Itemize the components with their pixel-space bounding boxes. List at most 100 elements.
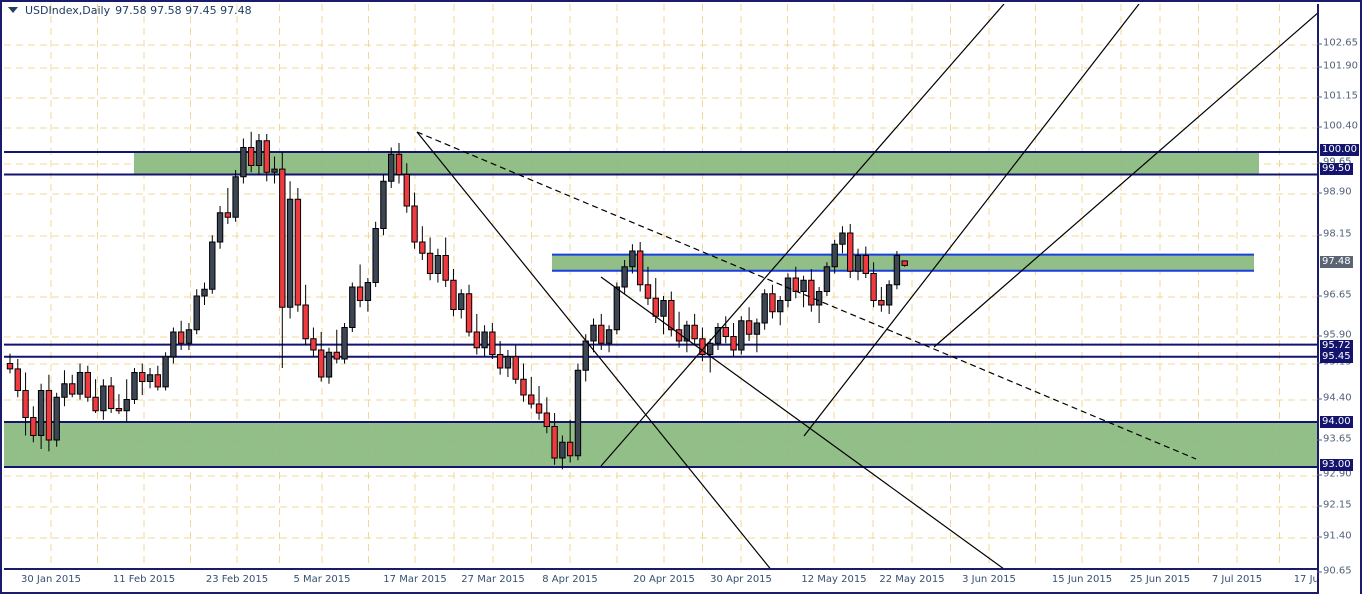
candle-body[interactable] [92, 396, 99, 412]
candle-body[interactable] [341, 327, 348, 360]
candle-body[interactable] [76, 372, 84, 395]
candle-body[interactable] [364, 282, 372, 301]
candle-body[interactable] [496, 354, 504, 369]
candle-body[interactable] [69, 383, 76, 395]
candle-body[interactable] [388, 153, 395, 182]
candle-body[interactable] [255, 140, 263, 166]
candle-body[interactable] [271, 168, 278, 173]
candle-body[interactable] [792, 277, 799, 292]
candle-body[interactable] [636, 250, 644, 286]
candle-body[interactable] [450, 279, 457, 310]
candle-body[interactable] [216, 212, 224, 243]
candle-body[interactable] [769, 293, 776, 313]
candle-body[interactable] [528, 394, 535, 405]
candle-body[interactable] [551, 426, 558, 459]
candle-body[interactable] [100, 385, 107, 412]
candle-body[interactable] [559, 441, 566, 459]
candle-body[interactable] [310, 338, 317, 351]
candle-body[interactable] [831, 243, 838, 268]
candle-body[interactable] [745, 320, 753, 335]
candle-body[interactable] [61, 383, 68, 398]
candle-body[interactable] [146, 374, 154, 382]
candle-body[interactable] [395, 153, 403, 175]
candle-body[interactable] [37, 390, 45, 436]
candle-body[interactable] [815, 291, 823, 306]
candle-body[interactable] [473, 331, 481, 349]
candle-body[interactable] [115, 408, 123, 412]
candle-body[interactable] [489, 331, 496, 355]
price-level-badge[interactable]: 95.72 [1320, 340, 1353, 352]
price-axis[interactable]: 102.65 101.90 101.15 100.40 99.65 98.90 98.15 9… [1317, 4, 1360, 594]
trendline-up-channel-upper[interactable] [933, 11, 1319, 348]
candle-body[interactable] [730, 336, 737, 351]
candle-body[interactable] [302, 304, 309, 340]
candle-body[interactable] [279, 168, 286, 308]
candle-body[interactable] [209, 241, 216, 290]
trendline-up-channel-mid[interactable] [803, 4, 1140, 437]
price-level-badge[interactable]: 99.50 [1320, 163, 1353, 175]
candle-body[interactable] [520, 378, 527, 396]
triangle-down-icon[interactable] [8, 7, 18, 13]
candle-body[interactable] [660, 300, 667, 317]
candle-body[interactable] [286, 198, 294, 308]
candle-body[interactable] [598, 324, 605, 344]
candle-body[interactable] [22, 390, 29, 418]
trendline-down-channel-dashed[interactable] [416, 131, 1197, 460]
candle-body[interactable] [162, 356, 169, 388]
candle-body[interactable] [224, 212, 232, 218]
candle-body[interactable] [333, 351, 340, 360]
candle-body[interactable] [170, 331, 177, 358]
candle-body[interactable] [294, 198, 302, 306]
candle-body[interactable] [683, 324, 691, 342]
candle-body[interactable] [240, 147, 247, 178]
candle-body[interactable] [862, 255, 869, 274]
current-price-badge[interactable]: 97.48 [1320, 256, 1353, 268]
candle-body[interactable] [465, 293, 473, 333]
candle-body[interactable] [247, 147, 255, 166]
candle-body[interactable] [621, 266, 628, 288]
time-axis[interactable]: 30 Jan 2015 11 Feb 2015 23 Feb 2015 5 Mar 2… [4, 568, 1350, 592]
candle-body[interactable] [784, 277, 792, 301]
candle-body[interactable] [232, 176, 239, 218]
candle-body[interactable] [6, 363, 14, 370]
candle-body[interactable] [566, 441, 574, 457]
trendline-up-channel-lower[interactable] [600, 4, 1005, 467]
candle-body[interactable] [613, 286, 621, 331]
candle-body[interactable] [131, 372, 138, 400]
candle-body[interactable] [185, 329, 193, 344]
candle-body[interactable] [193, 295, 200, 331]
candle-body[interactable] [535, 403, 543, 414]
candle-body[interactable] [870, 273, 877, 301]
trendline-down-channel-solid-2[interactable] [600, 276, 1044, 570]
candle-body[interactable] [154, 374, 162, 388]
candle-body[interactable] [605, 329, 613, 344]
candle-body[interactable] [590, 324, 597, 342]
candle-body[interactable] [691, 324, 698, 340]
candle-body[interactable] [53, 396, 60, 441]
candle-body[interactable] [14, 368, 21, 391]
candle-body[interactable] [582, 340, 589, 371]
candle-body[interactable] [481, 331, 488, 349]
candle-body[interactable] [349, 286, 356, 328]
candle-body[interactable] [722, 327, 729, 337]
candle-body[interactable] [123, 399, 130, 412]
candle-body[interactable] [107, 385, 115, 409]
candle-body[interactable] [372, 228, 379, 283]
candle-body[interactable] [426, 252, 434, 274]
candle-body[interactable] [139, 372, 146, 382]
candle-body[interactable] [442, 255, 449, 281]
candle-body[interactable] [808, 279, 815, 306]
candle-body[interactable] [45, 390, 53, 441]
price-level-badge[interactable]: 100.00 [1320, 144, 1359, 156]
candle-body[interactable] [380, 180, 387, 229]
candle-body[interactable] [419, 241, 426, 254]
candle-body[interactable] [263, 140, 270, 173]
candle-body[interactable] [893, 255, 901, 286]
candle-body[interactable] [854, 255, 862, 272]
candle-body[interactable] [403, 174, 410, 207]
price-level-badge[interactable]: 95.45 [1320, 351, 1353, 363]
candle-body[interactable] [777, 300, 784, 313]
chart-plot-area[interactable] [4, 4, 1319, 570]
candle-body[interactable] [411, 205, 418, 243]
candle-body[interactable] [839, 232, 846, 245]
